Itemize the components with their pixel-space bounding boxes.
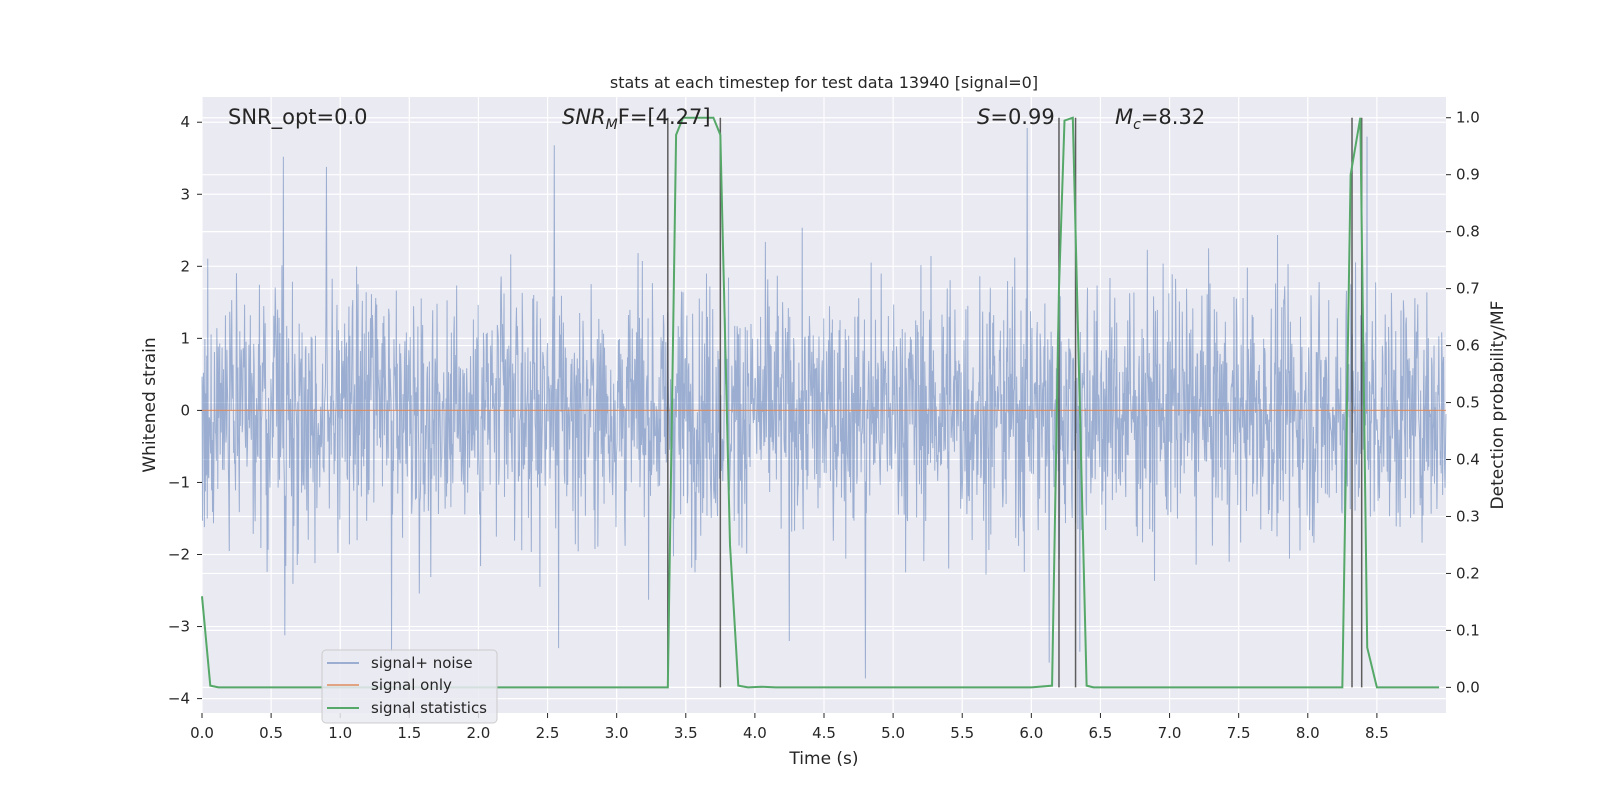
annotation-snr-mf-sub: M [606,117,618,133]
x-tick-label: 6.5 [1089,724,1113,742]
series-signal-statistics [201,116,1440,689]
annotation-s-stat: S=0.99 [977,105,1055,129]
y-left-tick-label: −1 [168,473,190,491]
annotation-snr-opt: SNR_opt=0.0 [228,105,368,130]
annotation-chirp-mass-sub: c [1133,117,1141,133]
x-tick-label: 0.0 [190,724,214,742]
x-tick-label: 4.0 [743,724,767,742]
annotation-snr-mf-rest: F=[4.27] [618,105,711,129]
tick-labels: 0.0 0.5 1.0 1.5 2.0 2.5 3.0 3.5 4.0 4.5 5.0 5.5 6.0 6… [168,109,1480,742]
legend: signal+ noise signal only signal statist… [321,649,498,724]
y-right-tick-label: 0.0 [1456,678,1480,696]
y-left-tick-label: 4 [180,113,190,131]
x-tick-label: 7.5 [1227,724,1251,742]
y-right-tick-label: 0.5 [1456,394,1480,412]
x-tick-label: 3.5 [674,724,698,742]
x-tick-label: 3.0 [605,724,629,742]
x-tick-label: 5.0 [881,724,905,742]
legend-label-signal-only: signal only [371,676,452,694]
annotation-chirp-mass: Mc=8.32 [1115,105,1205,133]
x-tick-label: 7.0 [1158,724,1182,742]
legend-label-signal-statistics: signal statistics [371,699,487,717]
y-right-tick-label: 0.2 [1456,564,1480,582]
y-left-tick-label: 0 [180,401,190,419]
x-tick-label: 1.5 [397,724,421,742]
x-tick-label: 4.5 [812,724,836,742]
x-tick-label: 5.5 [950,724,974,742]
x-tick-label: 8.5 [1365,724,1389,742]
y-right-tick-label: 0.1 [1456,621,1480,639]
legend-label-signal-noise: signal+ noise [371,654,473,672]
series-signal-noise [201,127,1447,679]
y-right-tick-label: 0.6 [1456,337,1480,355]
x-tick-label: 0.5 [259,724,283,742]
annotation-chirp-mass-rest: =8.32 [1141,105,1205,129]
x-tick-label: 2.5 [536,724,560,742]
annotation-snr-mf: SNRMF=[4.27] [562,105,711,133]
y-left-tick-label: 3 [180,185,190,203]
y-left-tick-label: 1 [180,329,190,347]
y-right-tick-label: 0.3 [1456,507,1480,525]
y-right-tick-label: 0.9 [1456,166,1480,184]
y-left-tick-label: −3 [168,618,190,636]
y-right-tick-label: 0.7 [1456,280,1480,298]
x-tick-label: 6.0 [1019,724,1043,742]
y-right-tick-label: 1.0 [1456,109,1480,127]
y-left-tick-label: 2 [180,257,190,275]
x-tick-label: 1.0 [328,724,352,742]
annotation-s-stat-rest: =0.99 [990,105,1054,129]
y-right-tick-label: 0.4 [1456,451,1480,469]
chart-title: stats at each timestep for test data 139… [610,73,1038,92]
y-right-tick-label: 0.8 [1456,223,1480,241]
annotation-snr-mf-base: SNR [562,105,606,129]
x-tick-label: 8.0 [1296,724,1320,742]
annotation-chirp-mass-base: M [1115,105,1133,129]
y-left-tick-label: −4 [168,690,190,708]
data-layer [201,116,1447,689]
y-axis-label-right: Detection probability/MF [1488,301,1508,510]
y-axis-label-left: Whitened strain [140,337,160,472]
x-axis-label: Time (s) [788,749,858,769]
annotation-s-stat-base: S [977,105,990,129]
legend-box [321,649,498,724]
y-left-tick-label: −2 [168,545,190,563]
x-tick-label: 2.0 [467,724,491,742]
